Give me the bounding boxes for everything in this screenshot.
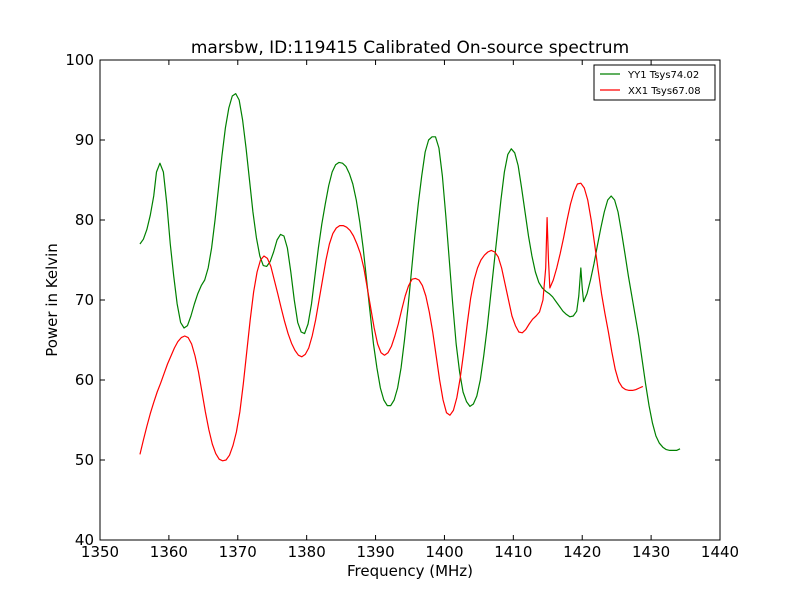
plot-area: 1350 1360 1370 1380 1390 1400 1410 1420 1430 1440… <box>65 51 739 561</box>
x-tick-label: 1360 <box>150 543 188 561</box>
x-tick-label: 1350 <box>81 543 119 561</box>
x-tick-label: 1410 <box>494 543 532 561</box>
x-tick-label: 1370 <box>219 543 257 561</box>
x-tick-label: 1420 <box>563 543 601 561</box>
y-tick-label: 50 <box>75 451 94 469</box>
y-tick-label: 40 <box>75 531 94 549</box>
series-layer <box>139 93 681 462</box>
legend-label-yy1: YY1 Tsys74.02 <box>627 70 699 81</box>
series-line-xx1 <box>139 182 644 462</box>
tick-layer: 1350 1360 1370 1380 1390 1400 1410 1420 1430 1440… <box>65 51 739 561</box>
x-tick-label: 1380 <box>288 543 326 561</box>
legend-label-xx1: XX1 Tsys67.08 <box>628 86 701 97</box>
plot-background <box>100 60 720 540</box>
x-tick-label: 1390 <box>356 543 394 561</box>
y-tick-label: 90 <box>75 131 94 149</box>
chart-title: marsbw, ID:119415 Calibrated On-source s… <box>191 38 629 58</box>
x-tick-label: 1430 <box>632 543 670 561</box>
x-tick-label: 1440 <box>701 543 739 561</box>
y-axis-label: Power in Kelvin <box>43 243 61 357</box>
x-axis-label: Frequency (MHz) <box>347 562 473 580</box>
legend-box <box>593 64 716 101</box>
y-tick-label: 60 <box>75 371 94 389</box>
y-tick-label: 80 <box>75 211 94 229</box>
x-tick-label: 1400 <box>425 543 463 561</box>
series-line-yy1 <box>139 93 681 451</box>
y-tick-label: 100 <box>65 51 94 69</box>
legend: YY1 Tsys74.02 XX1 Tsys67.08 <box>593 64 716 101</box>
y-tick-label: 70 <box>75 291 94 309</box>
